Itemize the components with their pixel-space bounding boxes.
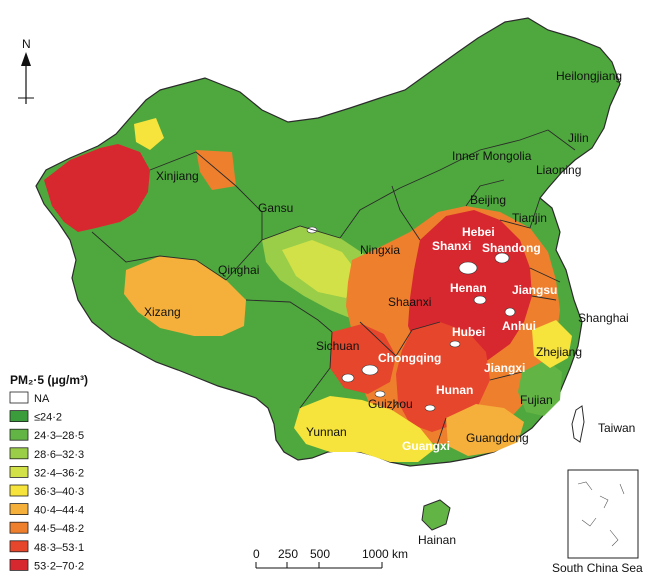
north-label: N (22, 37, 31, 51)
legend-label: 44·5–48·2 (34, 523, 84, 535)
label-tianjin: Tianjin (512, 211, 547, 225)
label-guangxi: Guangxi (402, 439, 450, 453)
legend-label: 53·2–70·2 (34, 560, 84, 572)
scale-tick-250: 250 (278, 547, 298, 561)
xizang-patch (124, 256, 246, 336)
north-arrow (18, 52, 34, 104)
label-hubei: Hubei (452, 325, 485, 339)
province-borders (91, 129, 576, 449)
legend-swatch (9, 391, 29, 404)
label-shanxi: Shanxi (432, 239, 471, 253)
label-xizang: Xizang (144, 305, 181, 319)
inset-islands (577, 481, 625, 547)
label-gansu: Gansu (258, 201, 293, 215)
legend-swatch (9, 503, 29, 516)
legend-label: 48·3–53·1 (34, 542, 84, 554)
label-shanghai: Shanghai (578, 311, 629, 325)
label-liaoning: Liaoning (536, 163, 581, 177)
label-ningxia: Ningxia (360, 243, 400, 257)
label-jilin: Jilin (568, 131, 589, 145)
legend-label: 40·4–44·4 (34, 505, 84, 517)
zhejiang-yellow (532, 320, 572, 368)
legend-title: PM₂·5 (μg/m³) (10, 373, 88, 387)
south-china-sea-inset (567, 469, 639, 559)
label-fujian: Fujian (520, 393, 553, 407)
legend-label: ≤24·2 (34, 412, 62, 424)
xinjiang-west-hotspot (44, 144, 150, 232)
label-hebei: Hebei (462, 225, 495, 239)
label-anhui: Anhui (502, 319, 536, 333)
legend-label: 24·3–28·5 (34, 430, 84, 442)
label-henan: Henan (450, 281, 487, 295)
label-yunnan: Yunnan (306, 425, 347, 439)
scale-bar (255, 562, 383, 569)
central-red (396, 322, 490, 432)
guangdong-yellow (446, 404, 524, 456)
legend-swatch (9, 484, 29, 497)
legend-swatch (9, 521, 29, 534)
legend-label: 28·6–32·3 (34, 449, 84, 461)
label-guizhou: Guizhou (368, 397, 413, 411)
label-guangdong: Guangdong (466, 431, 529, 445)
label-inner-mongolia: Inner Mongolia (452, 149, 532, 163)
legend-swatch (9, 447, 29, 460)
label-taiwan: Taiwan (598, 421, 635, 435)
scale-tick-1000: 1000 km (362, 547, 408, 561)
na-spots (306, 226, 516, 412)
legend-label: NA (34, 393, 50, 405)
label-qinghai: Qinghai (218, 263, 259, 277)
legend-label: 32·4–36·2 (34, 467, 84, 479)
taiwan-island (571, 405, 585, 443)
legend-swatch (9, 559, 29, 571)
label-jiangsu: Jiangsu (512, 283, 557, 297)
scale-tick-0: 0 (253, 547, 260, 561)
label-jiangxi: Jiangxi (484, 361, 525, 375)
fujian-green (518, 360, 562, 416)
label-heilongjiang: Heilongjiang (556, 69, 622, 83)
legend: NA ≤24·2 24·3–28·5 28·6–32·3 32·4–36·2 36·3–4… (9, 391, 84, 572)
label-chongqing: Chongqing (378, 351, 441, 365)
hainan-island (421, 499, 451, 531)
central-yellow (282, 240, 360, 298)
xinjiang-north-patch (134, 118, 164, 150)
legend-label: 36·3–40·3 (34, 486, 84, 498)
label-shaanxi: Shaanxi (388, 295, 431, 309)
legend-swatch (9, 540, 29, 553)
label-south-china-sea: South China Sea (552, 561, 643, 575)
legend-swatch (9, 428, 29, 441)
label-shandong: Shandong (482, 241, 541, 255)
label-hunan: Hunan (436, 383, 473, 397)
legend-swatch (9, 465, 29, 478)
label-beijing: Beijing (470, 193, 506, 207)
scale-tick-500: 500 (310, 547, 330, 561)
label-hainan: Hainan (418, 533, 456, 547)
south-yellow (294, 396, 436, 462)
legend-swatch (9, 410, 29, 423)
label-zhejiang: Zhejiang (536, 345, 582, 359)
label-sichuan: Sichuan (316, 339, 359, 353)
label-xinjiang: Xinjiang (156, 169, 199, 183)
